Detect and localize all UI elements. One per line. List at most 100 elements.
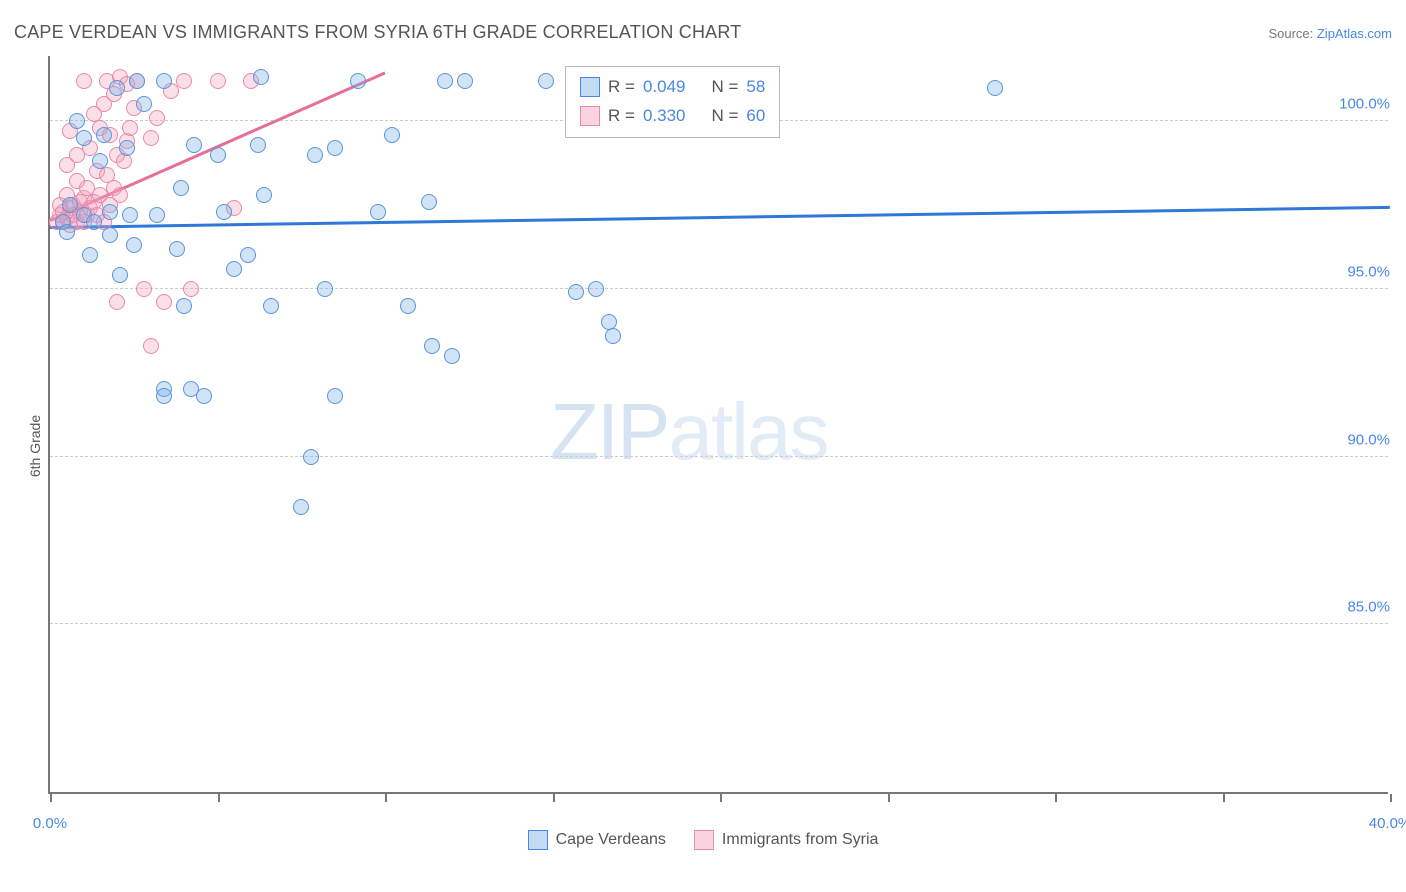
y-tick-label: 95.0% (1339, 263, 1390, 280)
data-point (122, 207, 138, 223)
data-point (588, 281, 604, 297)
data-point (143, 130, 159, 146)
data-point (136, 96, 152, 112)
legend-swatch (528, 830, 548, 850)
data-point (293, 499, 309, 515)
legend-stats-row: R =0.330N =60 (580, 102, 765, 131)
gridline-h (50, 623, 1388, 624)
series-legend: Cape Verdeans Immigrants from Syria (0, 830, 1406, 850)
data-point (109, 80, 125, 96)
data-point (122, 120, 138, 136)
x-tick (1223, 792, 1225, 802)
scatter-plot: ZIPatlas 85.0%90.0%95.0%100.0%0.0%40.0% (48, 56, 1388, 794)
x-tick (888, 792, 890, 802)
data-point (263, 298, 279, 314)
data-point (605, 328, 621, 344)
y-tick-label: 85.0% (1339, 599, 1390, 616)
data-point (183, 281, 199, 297)
n-value: 58 (746, 73, 765, 102)
data-point (253, 69, 269, 85)
data-point (210, 73, 226, 89)
r-value: 0.049 (643, 73, 686, 102)
y-axis-label: 6th Grade (27, 415, 43, 477)
data-point (421, 194, 437, 210)
data-point (307, 147, 323, 163)
r-label: R = (608, 73, 635, 102)
n-label: N = (711, 73, 738, 102)
data-point (156, 388, 172, 404)
data-point (92, 153, 108, 169)
x-tick (1055, 792, 1057, 802)
title-row: CAPE VERDEAN VS IMMIGRANTS FROM SYRIA 6T… (14, 22, 1392, 43)
data-point (327, 140, 343, 156)
watermark-light: atlas (668, 387, 827, 476)
data-point (216, 204, 232, 220)
data-point (69, 113, 85, 129)
data-point (384, 127, 400, 143)
watermark-bold: ZIP (550, 387, 668, 476)
data-point (169, 241, 185, 257)
data-point (256, 187, 272, 203)
legend-stats-row: R = 0.049 N = 58 (580, 73, 765, 102)
legend-item: Immigrants from Syria (694, 830, 878, 850)
data-point (568, 284, 584, 300)
data-point (226, 261, 242, 277)
data-point (444, 348, 460, 364)
y-tick-label: 90.0% (1339, 431, 1390, 448)
data-point (143, 338, 159, 354)
data-point (112, 187, 128, 203)
source-label: Source: (1268, 26, 1316, 41)
legend-swatch (580, 77, 600, 97)
data-point (317, 281, 333, 297)
data-point (350, 73, 366, 89)
legend-swatch (694, 830, 714, 850)
trend-line (50, 206, 1390, 229)
data-point (116, 153, 132, 169)
x-tick (385, 792, 387, 802)
x-tick (50, 794, 52, 802)
data-point (176, 73, 192, 89)
source-value: ZipAtlas.com (1317, 26, 1392, 41)
data-point (112, 267, 128, 283)
data-point (400, 298, 416, 314)
r-label: R = (608, 102, 635, 131)
data-point (102, 204, 118, 220)
data-point (149, 207, 165, 223)
data-point (538, 73, 554, 89)
watermark: ZIPatlas (550, 386, 827, 478)
data-point (240, 247, 256, 263)
data-point (126, 237, 142, 253)
data-point (136, 281, 152, 297)
data-point (76, 73, 92, 89)
data-point (370, 204, 386, 220)
chart-title: CAPE VERDEAN VS IMMIGRANTS FROM SYRIA 6T… (14, 22, 741, 43)
data-point (327, 388, 343, 404)
legend-swatch (580, 106, 600, 126)
data-point (102, 227, 118, 243)
data-point (424, 338, 440, 354)
data-point (186, 137, 202, 153)
x-tick (720, 792, 722, 802)
n-label: N = (711, 102, 738, 131)
data-point (109, 294, 125, 310)
gridline-h (50, 456, 1388, 457)
data-point (156, 73, 172, 89)
data-point (437, 73, 453, 89)
data-point (156, 294, 172, 310)
data-point (86, 214, 102, 230)
data-point (196, 388, 212, 404)
x-tick (553, 792, 555, 802)
legend-label: Immigrants from Syria (722, 831, 878, 849)
legend-item: Cape Verdeans (528, 830, 666, 850)
data-point (129, 73, 145, 89)
data-point (119, 140, 135, 156)
x-tick (218, 792, 220, 802)
data-point (303, 449, 319, 465)
x-tick (1390, 794, 1392, 802)
r-value: 0.330 (643, 102, 686, 131)
data-point (149, 110, 165, 126)
gridline-h (50, 288, 1388, 289)
data-point (176, 298, 192, 314)
data-point (173, 180, 189, 196)
source-attribution: Source: ZipAtlas.com (1268, 26, 1392, 41)
